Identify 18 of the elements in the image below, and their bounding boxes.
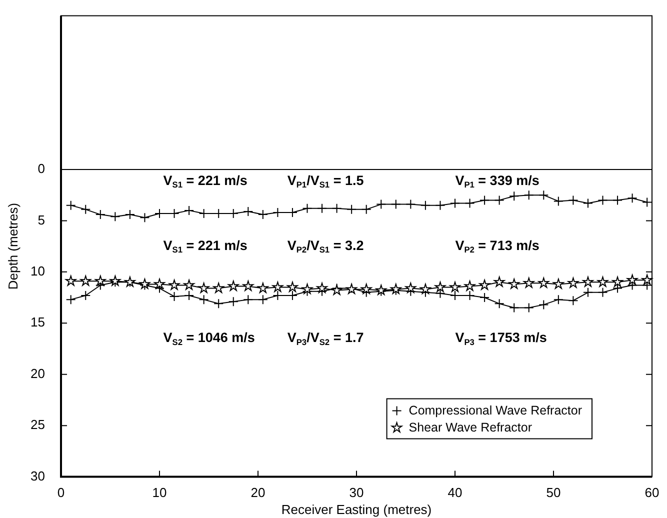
y-tick-label: 20: [30, 366, 45, 381]
y-axis-title: Depth (metres): [5, 202, 20, 290]
x-axis-title: Receiver Easting (metres): [281, 502, 432, 517]
y-tick-label: 25: [30, 417, 45, 432]
legend-label: Compressional Wave Refractor: [408, 403, 582, 418]
y-tick-label: 0: [38, 161, 45, 176]
x-tick-label: 30: [349, 485, 364, 500]
y-tick-label: 5: [38, 212, 45, 228]
x-tick-label: 40: [448, 485, 462, 500]
x-tick-label: 50: [546, 485, 561, 500]
y-tick-label: 15: [30, 314, 45, 330]
x-tick-label: 60: [644, 485, 660, 500]
x-tick-label: 0: [57, 485, 65, 500]
legend-label: Shear Wave Refractor: [408, 420, 532, 434]
y-tick-label: 10: [30, 263, 45, 278]
x-tick-label: 20: [250, 485, 266, 500]
x-tick-label: 10: [152, 485, 167, 500]
y-tick-label: 30: [30, 468, 45, 484]
